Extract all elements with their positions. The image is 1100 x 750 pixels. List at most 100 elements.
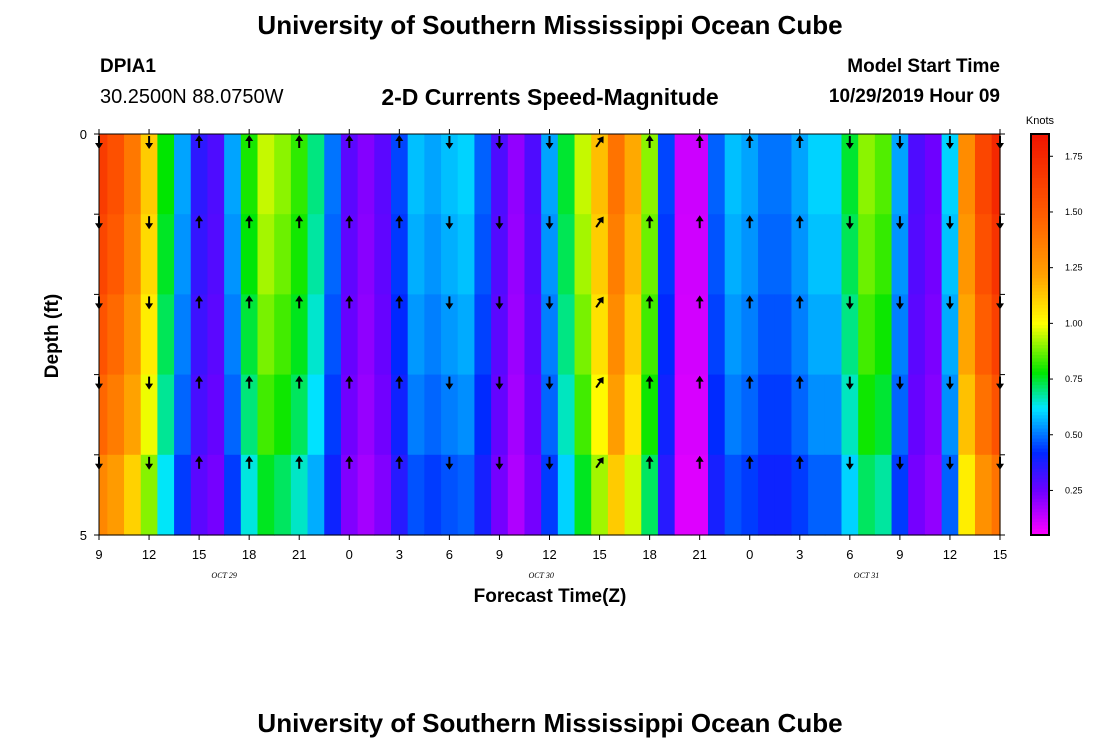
heatmap-cell xyxy=(724,374,742,456)
current-arrow xyxy=(595,376,604,389)
heatmap-cell xyxy=(357,214,375,295)
heatmap-cell xyxy=(474,454,492,536)
colorbar-segment xyxy=(1031,281,1049,285)
heatmap-cell xyxy=(290,294,309,376)
current-arrow xyxy=(395,455,404,469)
heatmap-cell xyxy=(99,214,108,295)
current-arrow xyxy=(395,375,404,389)
x-tick-label: 18 xyxy=(242,547,256,562)
current-arrow xyxy=(945,296,954,310)
heatmap-cell xyxy=(541,214,559,295)
current-arrow xyxy=(895,376,904,390)
heatmap-cell xyxy=(991,454,1001,536)
colorbar-segment xyxy=(1031,451,1049,456)
colorbar-segment xyxy=(1031,247,1049,252)
heatmap-cell xyxy=(841,374,859,456)
heatmap-cell xyxy=(224,454,242,536)
x-tick-label: 12 xyxy=(542,547,556,562)
heatmap-cell xyxy=(607,134,626,215)
heatmap-cell xyxy=(574,294,592,376)
footer-title: University of Southern Mississippi Ocean… xyxy=(257,708,843,738)
heatmap-cell xyxy=(507,214,526,295)
heatmap-cell xyxy=(307,134,325,215)
heatmap-cell xyxy=(174,454,192,536)
heatmap-cell xyxy=(674,214,692,295)
heatmap-cell xyxy=(674,374,692,456)
heatmap-cell xyxy=(858,134,876,215)
heatmap-cell xyxy=(974,454,993,536)
colorbar-segment xyxy=(1031,334,1049,339)
heatmap-cell xyxy=(691,294,709,376)
heatmap-cell xyxy=(624,134,642,215)
colorbar-segment xyxy=(1031,444,1049,449)
colorbar-segment xyxy=(1031,167,1049,172)
heatmap-cell xyxy=(958,134,976,215)
heatmap-cell xyxy=(824,454,843,536)
colorbar-segment xyxy=(1031,438,1049,442)
colorbar-segment xyxy=(1031,428,1049,432)
heatmap-cell xyxy=(99,294,108,376)
current-arrow xyxy=(545,136,554,149)
heatmap-cell xyxy=(941,374,959,456)
colorbar-segment xyxy=(1031,518,1049,523)
heatmap-cell xyxy=(758,214,776,295)
heatmap-cell xyxy=(174,294,192,376)
heatmap-cell xyxy=(107,374,125,456)
colorbar-segment xyxy=(1031,364,1049,369)
heatmap-cell xyxy=(674,134,692,215)
current-arrow xyxy=(845,376,854,390)
heatmap-cell xyxy=(574,134,592,215)
colorbar-segment xyxy=(1031,344,1049,349)
heatmap-cell xyxy=(724,214,742,295)
current-arrow xyxy=(595,216,604,228)
heatmap-cell xyxy=(708,454,726,536)
heatmap-cell xyxy=(858,214,876,295)
colorbar-segment xyxy=(1031,454,1049,459)
current-arrow xyxy=(996,136,1004,149)
heatmap-cell xyxy=(357,134,375,215)
colorbar-segment xyxy=(1031,237,1049,242)
heatmap-cell xyxy=(441,134,459,215)
heatmap-cell xyxy=(924,214,943,295)
colorbar-segment xyxy=(1031,160,1049,165)
x-tick-label: 0 xyxy=(346,547,353,562)
heatmap-cell xyxy=(207,214,225,295)
x-tick-label: 3 xyxy=(796,547,803,562)
colorbar-segment xyxy=(1031,464,1049,469)
heatmap-cell xyxy=(924,454,943,536)
heatmap-cell xyxy=(491,374,509,456)
colorbar-segment xyxy=(1031,144,1049,148)
current-arrow xyxy=(445,296,454,310)
heatmap-cell xyxy=(274,294,292,376)
heatmap-cell xyxy=(891,454,909,536)
colorbar-segment xyxy=(1031,277,1049,282)
heatmap-cell xyxy=(657,454,676,536)
x-tick-label: 6 xyxy=(846,547,853,562)
colorbar-segment xyxy=(1031,164,1049,168)
current-arrow xyxy=(445,456,454,470)
heatmap-cell xyxy=(624,454,642,536)
colorbar-segment xyxy=(1031,387,1049,392)
colorbar-frame xyxy=(1030,133,1050,536)
heatmap-cell xyxy=(107,294,125,376)
heatmap-cell xyxy=(808,134,826,215)
current-arrow xyxy=(345,375,354,389)
heatmap-cell xyxy=(507,374,526,456)
heatmap-cell xyxy=(424,214,442,295)
current-arrow xyxy=(996,376,1004,390)
heatmap-cell xyxy=(140,134,158,215)
current-arrow xyxy=(495,376,504,390)
heatmap-cell xyxy=(724,134,742,215)
heatmap-cells xyxy=(99,134,1001,536)
heatmap-cell xyxy=(524,374,542,456)
current-arrow xyxy=(645,215,654,229)
current-arrow xyxy=(295,295,304,309)
heatmap-cell xyxy=(891,374,909,456)
heatmap-cell xyxy=(557,214,576,295)
heatmap-cell xyxy=(908,294,926,376)
heatmap-cell xyxy=(557,294,576,376)
current-arrow xyxy=(745,375,754,389)
heatmap-cell xyxy=(307,294,325,376)
heatmap-cell xyxy=(741,374,759,456)
